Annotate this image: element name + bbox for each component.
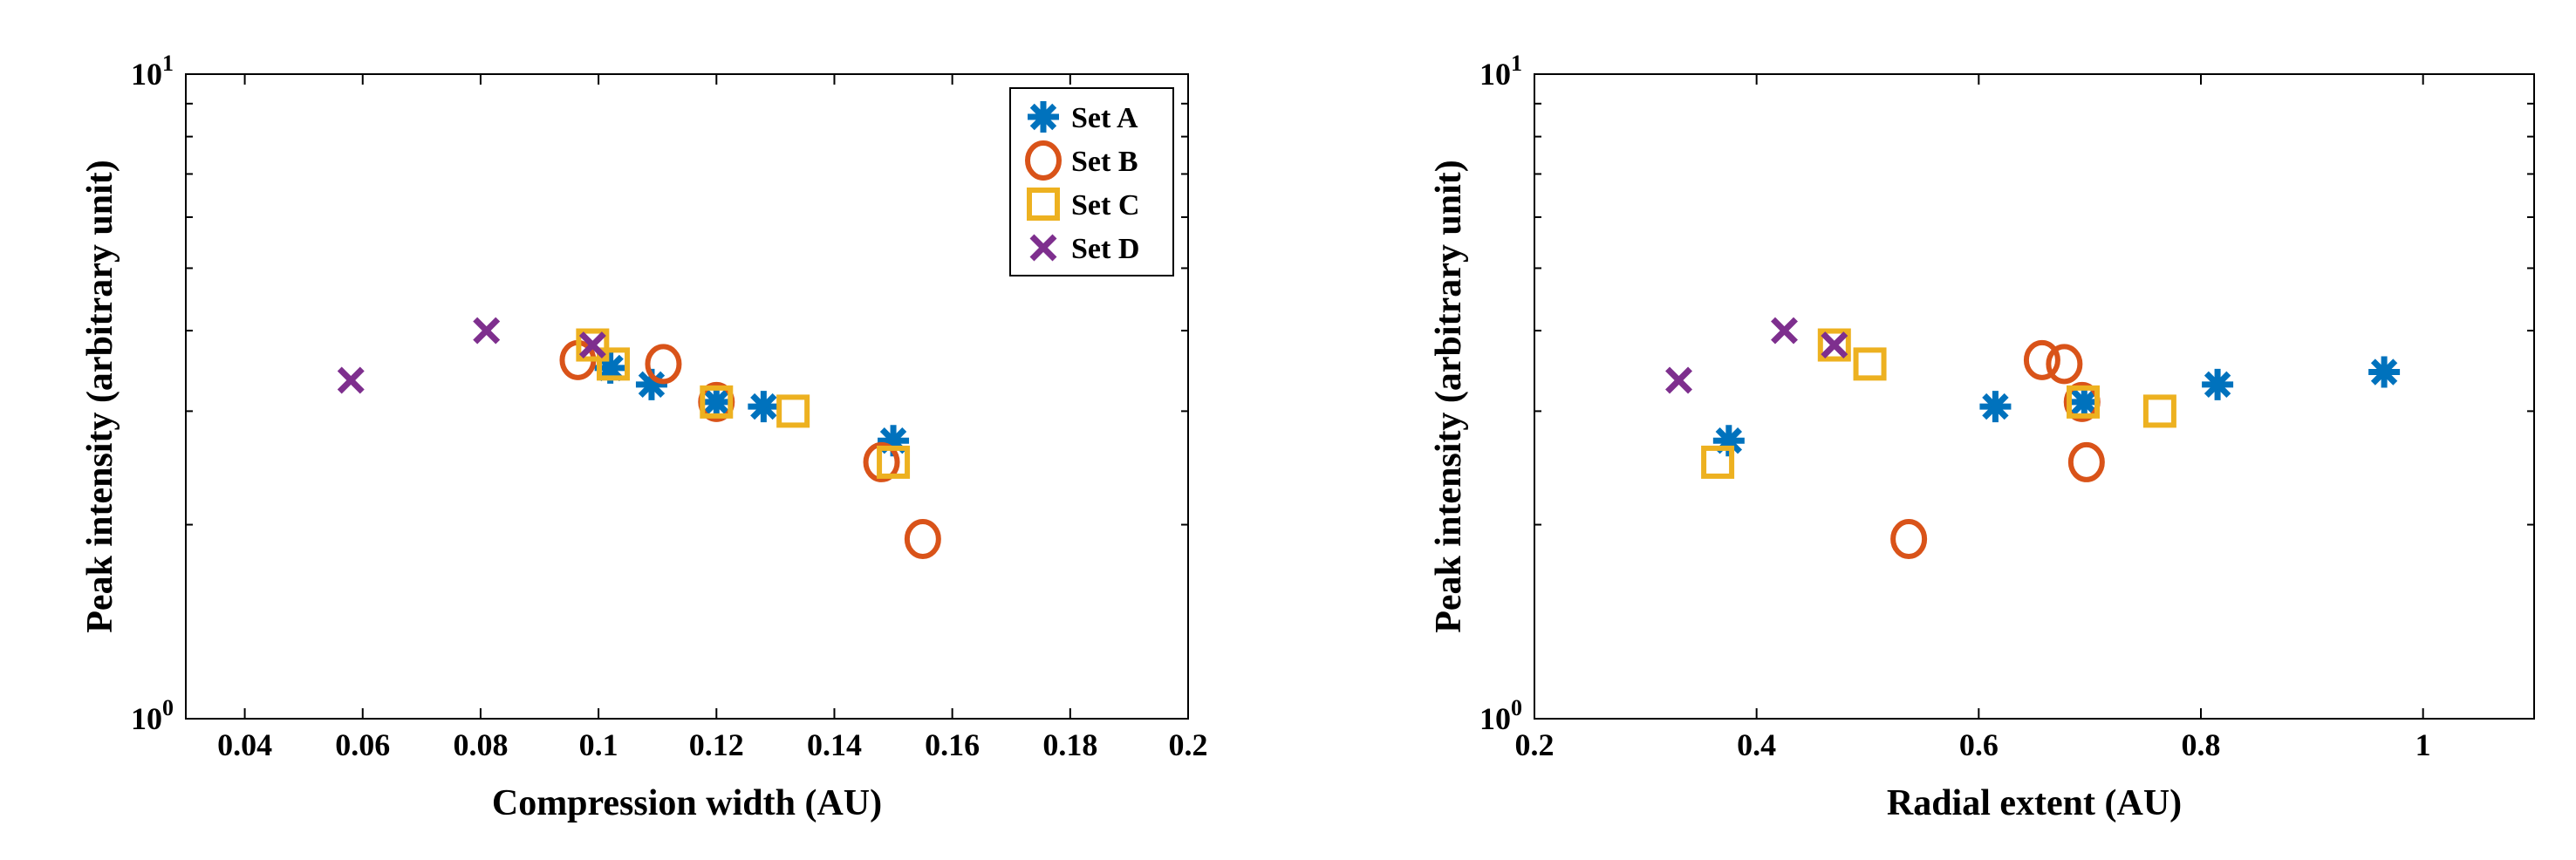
y-axis-label: Peak intensity (arbitrary unit)	[1429, 160, 1469, 632]
data-point	[1821, 331, 1848, 359]
x-tick-label: 0.6	[1959, 727, 1999, 762]
data-point	[748, 391, 780, 423]
data-point	[576, 328, 610, 362]
x-tick-label: 0.04	[217, 727, 272, 762]
legend-entry-label: Set C	[1071, 189, 1139, 222]
x-tick-label: 0.16	[925, 727, 980, 762]
x-tick-label: 0.06	[335, 727, 390, 762]
data-point	[2067, 385, 2101, 419]
data-point	[877, 445, 911, 479]
y-tick-label: 101	[1479, 51, 1522, 92]
legend: Set A Set B Set C Set D	[1009, 87, 1174, 276]
data-point	[1853, 347, 1887, 381]
data-point	[2368, 356, 2401, 388]
legend-entry-label: Set B	[1071, 146, 1138, 178]
series-set-d	[337, 317, 606, 394]
data-point	[863, 441, 900, 482]
data-point	[1979, 391, 2012, 423]
data-point	[2202, 368, 2234, 400]
data-point	[1890, 519, 1928, 560]
series-set-b	[1890, 339, 2105, 560]
legend-marker	[1028, 101, 1059, 133]
data-point	[645, 344, 682, 385]
data-point	[2142, 394, 2176, 428]
plot-frame	[185, 73, 1189, 720]
data-point	[1712, 425, 1745, 457]
data-point	[1701, 445, 1735, 479]
data-points	[1665, 317, 2401, 560]
data-point	[2046, 344, 2083, 385]
data-point	[2023, 339, 2060, 380]
legend-marker	[1025, 140, 1062, 181]
data-point	[1771, 317, 1798, 345]
x-tick-label: 0.4	[1737, 727, 1776, 762]
y-axis-label: Peak intensity (arbitrary unit)	[80, 160, 120, 632]
data-point	[700, 385, 734, 419]
series-set-a	[594, 352, 910, 457]
data-point	[700, 386, 733, 418]
data-point	[776, 394, 810, 428]
chart-panel-2: 0.2 0.4 0.6 0.8 1 100 101 Radial extent (AU) Pea…	[1429, 51, 2535, 823]
legend-marker	[1027, 188, 1060, 221]
data-point	[1817, 328, 1851, 362]
x-tick-label: 0.08	[453, 727, 508, 762]
series-set-c	[1701, 328, 2176, 479]
series-set-d	[1665, 317, 1848, 394]
legend-marker	[1029, 234, 1057, 262]
x-tick-label: 0.12	[689, 727, 744, 762]
plot-frame	[1534, 73, 2535, 720]
legend-entry-label: Set D	[1071, 233, 1139, 265]
x-tick-label: 0.2	[1515, 727, 1554, 762]
x-tick-label: 0.14	[807, 727, 862, 762]
data-point	[578, 331, 606, 359]
x-tick-label: 0.1	[579, 727, 618, 762]
y-tick-label: 101	[131, 51, 174, 92]
data-point	[2067, 441, 2105, 482]
data-point	[337, 366, 365, 394]
series-set-c	[576, 328, 911, 479]
x-tick-label: 0.18	[1042, 727, 1097, 762]
x-tick-label: 1	[2415, 727, 2431, 762]
chart-panel-1: 0.04 0.06 0.08 0.1 0.12 0.14 0.16 0.18 0.2 100 101…	[80, 51, 1208, 823]
data-point	[1665, 366, 1693, 394]
data-points	[337, 317, 941, 560]
data-point	[473, 317, 501, 345]
y-tick-label: 100	[131, 695, 174, 736]
data-point	[597, 347, 631, 381]
x-tick-label: 0.8	[2182, 727, 2221, 762]
y-tick-label: 100	[1479, 695, 1522, 736]
x-tick-label: 0.2	[1169, 727, 1208, 762]
x-axis-label: Compression width (AU)	[492, 783, 882, 823]
data-point	[904, 519, 941, 560]
x-axis-label: Radial extent (AU)	[1887, 783, 2182, 823]
legend-entry-label: Set A	[1071, 102, 1138, 134]
